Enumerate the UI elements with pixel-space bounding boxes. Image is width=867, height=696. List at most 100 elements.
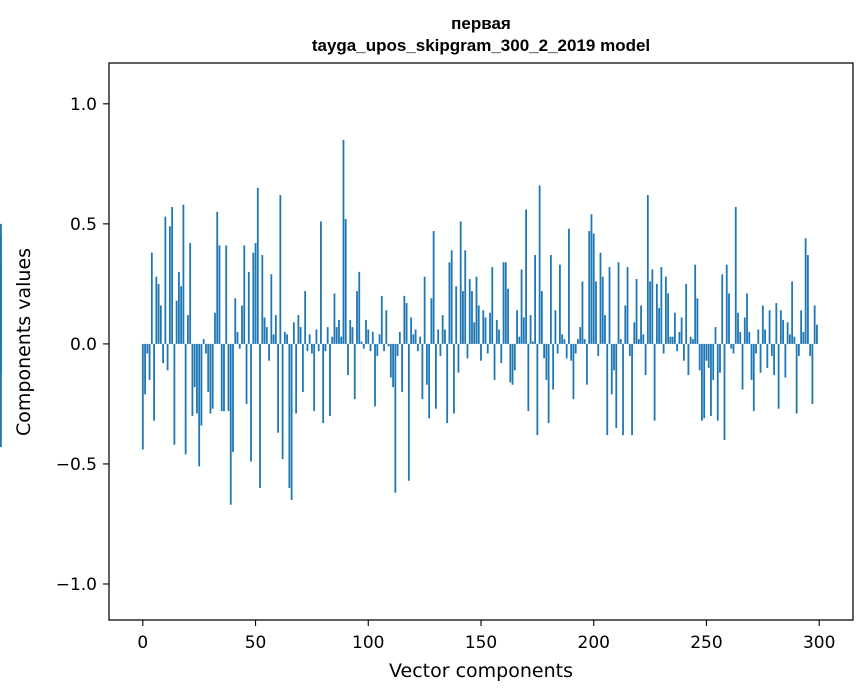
bar-277	[766, 343, 769, 368]
bar-undefined	[0, 343, 2, 376]
bar-229	[658, 307, 661, 344]
bar-200	[592, 233, 595, 344]
bar-146	[471, 291, 473, 344]
bar-84	[331, 336, 334, 344]
bar-234	[669, 336, 672, 344]
bar-259	[725, 264, 728, 344]
bar-57	[270, 274, 273, 344]
bar-44	[241, 305, 243, 344]
bar-253	[712, 343, 715, 380]
bar-83	[329, 343, 331, 416]
x-tick-label: 0	[137, 633, 148, 653]
bar-100	[367, 329, 370, 344]
x-tick-label: 200	[578, 633, 610, 653]
bar-241	[685, 283, 688, 344]
bar-53	[261, 255, 264, 344]
bar-285	[784, 343, 787, 378]
bar-151	[482, 310, 485, 344]
bar-224	[646, 195, 649, 344]
bar-157	[495, 319, 498, 344]
bar-264	[737, 312, 739, 344]
bar-14	[173, 343, 176, 445]
x-tick-label: 300	[803, 633, 835, 653]
bar-297	[811, 343, 814, 404]
bar-17	[180, 286, 183, 344]
bar-291	[797, 343, 800, 356]
bar-237	[676, 343, 679, 352]
bar-148	[475, 276, 478, 344]
bar-155	[491, 267, 494, 344]
bar-54	[263, 317, 266, 344]
y-tick-label: −0.5	[56, 455, 97, 475]
bar-119	[410, 317, 413, 344]
bar-16	[177, 271, 180, 344]
bar-21	[189, 243, 192, 344]
bar-41	[234, 298, 237, 344]
bar-207	[608, 267, 611, 344]
bar-255	[716, 343, 719, 421]
chart-subtitle: tayga_upos_skipgram_300_2_2019 model	[312, 36, 650, 55]
bar-90	[344, 219, 347, 344]
bar-69	[297, 315, 300, 344]
bar-198	[588, 231, 591, 344]
bar-218	[633, 322, 636, 344]
bar-217	[631, 343, 633, 436]
bar-258	[723, 343, 726, 440]
bar-70	[299, 327, 302, 344]
bar-245	[694, 264, 697, 344]
bar-166	[516, 310, 518, 344]
bar-278	[768, 310, 771, 344]
bar-108	[385, 310, 388, 344]
bar-51	[256, 187, 259, 344]
bar-216	[628, 343, 631, 356]
bar-121	[414, 329, 417, 344]
x-axis-label: Vector components	[389, 660, 573, 682]
bar-232	[664, 276, 667, 344]
bar-118	[407, 343, 410, 481]
bar-167	[518, 336, 521, 344]
bar-27	[202, 339, 205, 344]
bar-280	[773, 343, 775, 376]
bar-18	[182, 204, 185, 344]
bar-182	[552, 343, 555, 390]
bar-188	[565, 343, 568, 359]
bar-79	[320, 221, 322, 344]
bar-238	[678, 331, 681, 344]
bar-64	[286, 334, 289, 344]
bar-24	[196, 343, 198, 414]
bar-107	[383, 343, 385, 352]
bar-239	[680, 317, 683, 344]
bar-22	[191, 343, 194, 416]
bar-13	[171, 207, 174, 344]
bar-252	[710, 343, 712, 416]
bar-249	[703, 343, 706, 419]
bar-1	[144, 343, 146, 395]
bar-19	[184, 343, 187, 455]
bar-168	[520, 269, 523, 344]
bar-170	[525, 209, 527, 344]
bar-283	[779, 310, 782, 344]
bar-138	[453, 343, 455, 414]
bar-102	[371, 331, 374, 344]
bar-131	[437, 329, 440, 344]
bar-40	[232, 343, 234, 452]
bar-296	[809, 343, 812, 356]
bar-68	[295, 343, 298, 414]
bar-34	[218, 245, 221, 344]
bar-6	[155, 276, 158, 344]
bar-281	[775, 303, 778, 344]
bar-196	[583, 339, 586, 344]
bar-112	[394, 343, 397, 493]
bar-49	[252, 252, 255, 344]
bar-164	[511, 343, 514, 385]
bar-88	[340, 336, 343, 344]
bar-180	[547, 343, 550, 424]
bar-106	[380, 295, 383, 344]
bar-187	[563, 339, 566, 344]
bar-undefined	[0, 343, 2, 448]
bar-61	[279, 195, 282, 344]
bar-292	[800, 310, 803, 344]
bar-227	[653, 343, 656, 421]
bar-45	[243, 245, 246, 344]
bar-71	[301, 343, 304, 392]
